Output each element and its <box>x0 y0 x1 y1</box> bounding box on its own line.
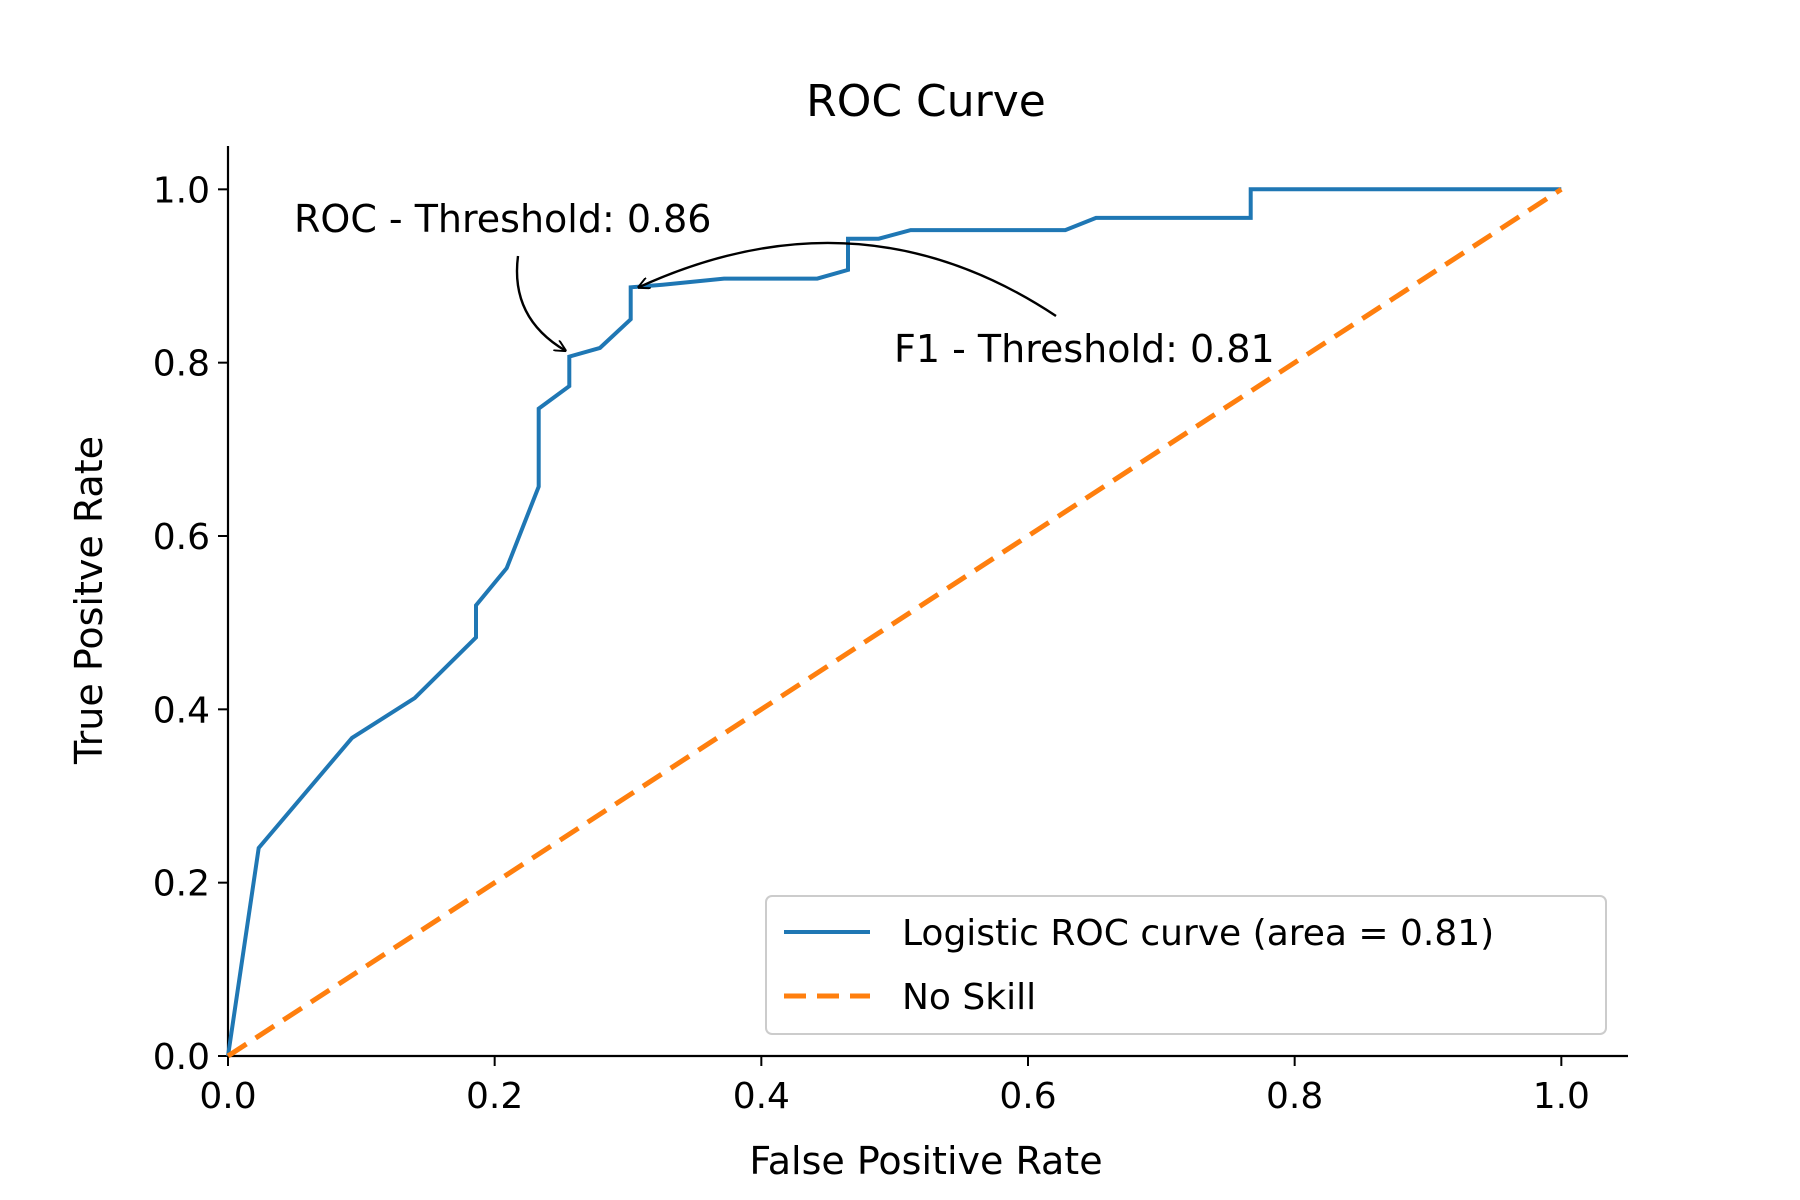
y-tick-label: 1.0 <box>153 170 210 211</box>
y-tick-label: 0.0 <box>153 1037 210 1078</box>
x-axis-label: False Positive Rate <box>749 1139 1102 1183</box>
y-tick-label: 0.4 <box>153 690 210 731</box>
x-tick-label: 1.0 <box>1533 1076 1590 1117</box>
x-tick-label: 0.0 <box>199 1076 256 1117</box>
roc-curve-line <box>226 187 1562 1057</box>
ticks: 0.0 0.2 0.4 0.6 0.8 1.0 0.0 0.2 0.4 0.6 0.8 1.0 <box>153 170 1590 1117</box>
no-skill-line <box>226 187 1563 1059</box>
y-axis-label: True Positve Rate <box>67 436 111 765</box>
legend: Logistic ROC curve (area = 0.81) No Skill <box>765 895 1607 1035</box>
x-tick-label: 0.8 <box>1266 1076 1323 1117</box>
legend-box <box>765 895 1607 1035</box>
chart-title: ROC Curve <box>806 76 1046 127</box>
annotation-f1-arrow <box>639 241 1057 318</box>
y-tick-label: 0.2 <box>153 864 210 905</box>
legend-label: No Skill <box>902 977 1036 1018</box>
x-tick-label: 0.2 <box>466 1076 523 1117</box>
annotation-roc-arrow <box>515 255 565 351</box>
annotation-f1-threshold: F1 - Threshold: 0.81 <box>894 327 1275 371</box>
annotation-layer: ROC - Threshold: 0.86 F1 - Threshold: 0.8… <box>294 197 1275 371</box>
legend-label: Logistic ROC curve (area = 0.81) <box>902 913 1494 954</box>
series-layer <box>226 187 1563 1059</box>
y-tick-label: 0.8 <box>153 344 210 385</box>
x-tick-label: 0.6 <box>999 1076 1056 1117</box>
annotation-roc-threshold: ROC - Threshold: 0.86 <box>294 197 711 241</box>
x-tick-label: 0.4 <box>733 1076 790 1117</box>
axes <box>226 146 1628 1058</box>
y-tick-label: 0.6 <box>153 517 210 558</box>
